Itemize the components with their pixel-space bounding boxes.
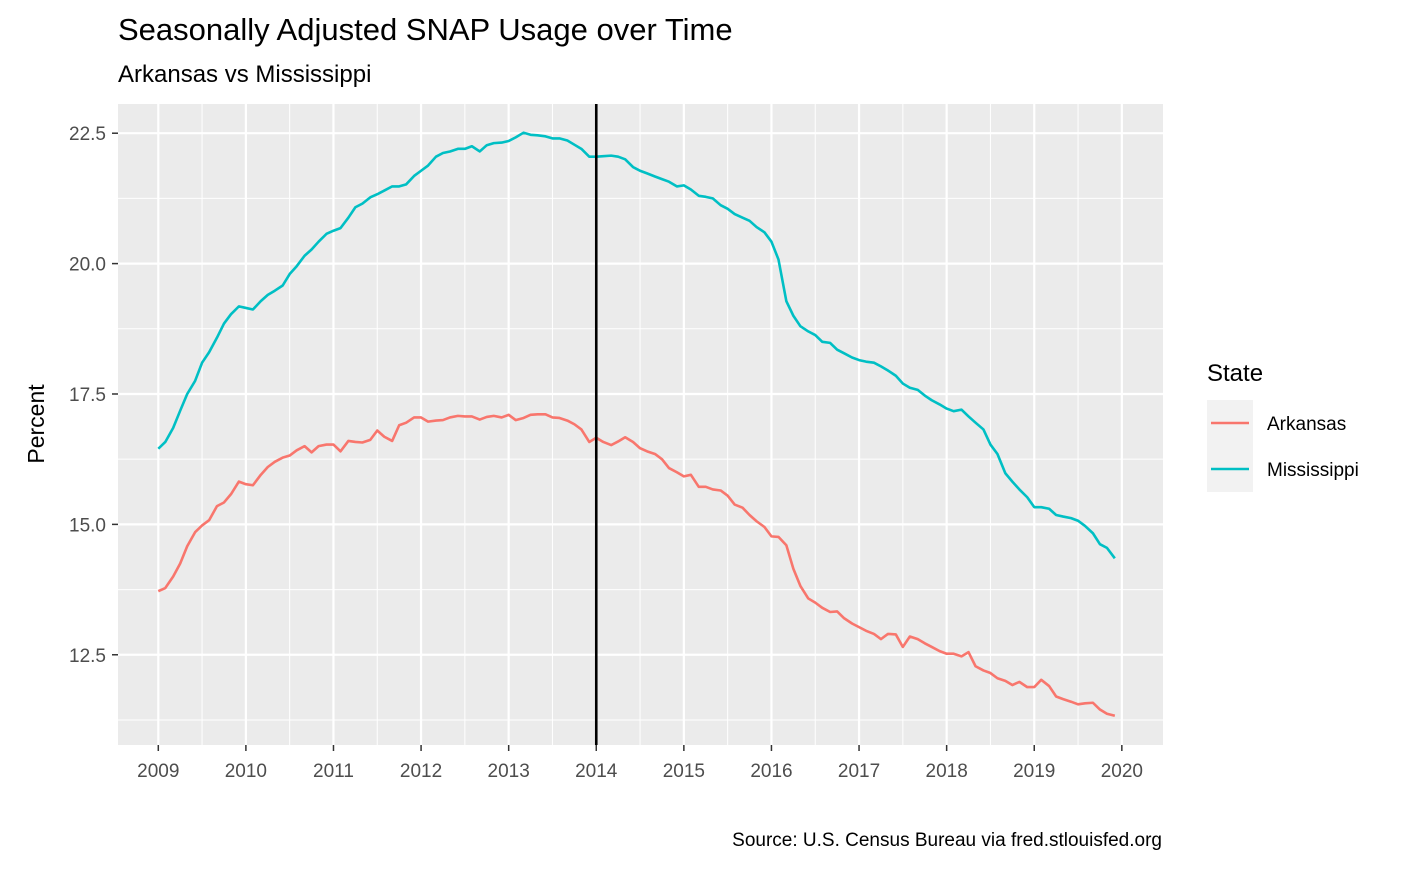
y-tick-label: 17.5 <box>69 385 106 406</box>
x-tick-label: 2009 <box>137 761 179 782</box>
x-tick-label: 2017 <box>838 761 880 782</box>
y-tick-label: 12.5 <box>69 646 106 667</box>
minor-gridlines <box>118 104 1163 745</box>
legend-label-mississippi: Mississippi <box>1267 460 1359 481</box>
x-tick-label: 2014 <box>575 761 618 782</box>
y-tick-label: 22.5 <box>69 124 106 145</box>
x-axis: 2009 2010 2011 2012 2013 2014 2015 2016 2017 2018… <box>137 745 1143 782</box>
series-line-arkansas <box>157 413 1116 718</box>
chart-title: Seasonally Adjusted SNAP Usage over Time <box>118 12 733 47</box>
x-tick-label: 2011 <box>313 761 354 782</box>
y-tick-label: 20.0 <box>69 255 106 276</box>
x-tick-label: 2012 <box>400 761 442 782</box>
legend-title: State <box>1207 360 1263 387</box>
legend-label-arkansas: Arkansas <box>1267 414 1346 435</box>
x-tick-label: 2018 <box>926 761 968 782</box>
y-tick-label: 15.0 <box>69 515 106 536</box>
series-line-mississippi <box>157 131 1116 560</box>
series-lines <box>157 131 1116 718</box>
x-tick-label: 2015 <box>663 761 705 782</box>
chart-subtitle: Arkansas vs Mississippi <box>118 61 371 88</box>
y-axis: 12.5 15.0 17.5 20.0 22.5 <box>69 124 118 667</box>
x-tick-label: 2019 <box>1013 761 1055 782</box>
x-tick-label: 2013 <box>488 761 530 782</box>
y-axis-title: Percent <box>23 384 49 464</box>
x-tick-label: 2010 <box>225 761 267 782</box>
legend: State Arkansas Mississippi <box>1207 360 1359 492</box>
x-tick-label: 2016 <box>750 761 792 782</box>
x-tick-label: 2020 <box>1101 761 1143 782</box>
chart-caption: Source: U.S. Census Bureau via fred.stlo… <box>732 830 1162 851</box>
